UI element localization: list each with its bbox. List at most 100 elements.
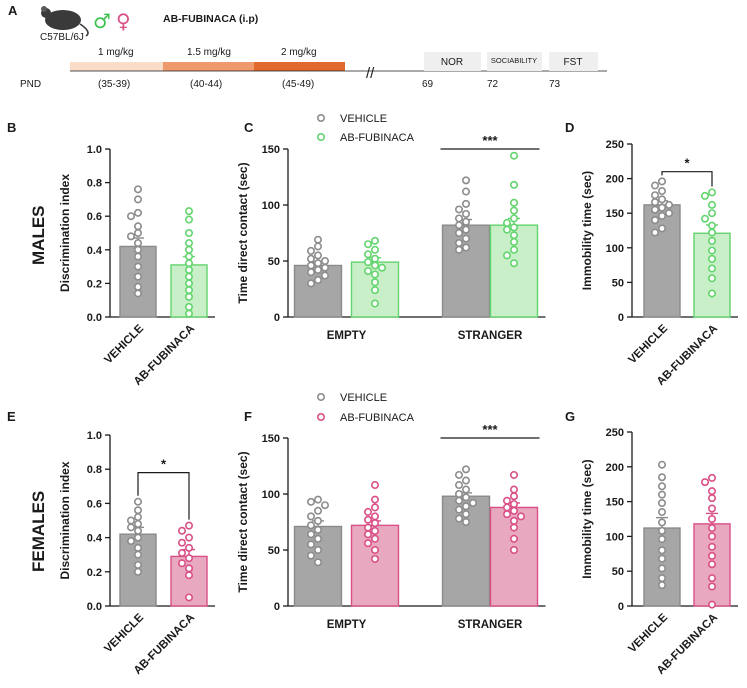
row-label-males: MALES [29, 206, 48, 266]
dose-1-pnd: (35-39) [98, 79, 130, 90]
y-tick-label: 0 [274, 312, 280, 324]
data-point [461, 234, 470, 243]
data-point [370, 299, 379, 308]
data-point [461, 465, 470, 474]
data-point [707, 582, 716, 591]
y-tick-label: 0.0 [87, 601, 102, 613]
data-point [454, 496, 463, 505]
data-point [502, 503, 511, 512]
y-tick-label: 0.4 [87, 533, 103, 545]
data-point [707, 473, 716, 482]
data-point [657, 546, 666, 555]
data-point [454, 229, 463, 238]
data-point [185, 207, 194, 216]
panel-letter-a: A [8, 3, 18, 18]
data-point [509, 500, 518, 509]
data-point [657, 526, 666, 535]
data-point [454, 514, 463, 523]
data-point [461, 176, 470, 185]
y-axis-label: Immobility time (sec) [580, 459, 594, 578]
data-point [461, 217, 470, 226]
data-point [313, 534, 322, 543]
y-tick-label: 0.6 [87, 498, 102, 510]
dose-3-label: 2 mg/kg [281, 47, 317, 58]
data-point [363, 258, 372, 267]
chart-panel-e: Discrimination index 0.0 0.2 0.4 0.6 0.8 1.0 VE… [58, 430, 215, 677]
data-point [185, 593, 194, 602]
chart-panel-c: Time direct contact (sec) 0 50 100 150 EMPTY S… [236, 133, 546, 342]
data-point [657, 187, 666, 196]
y-tick-label: 1.0 [87, 430, 102, 442]
data-point [363, 250, 372, 259]
timeline-break-mark: // [366, 65, 375, 82]
data-point [657, 574, 666, 583]
data-point [707, 246, 716, 255]
y-tick-label: 250 [606, 139, 624, 151]
panel-letter-g: G [565, 409, 575, 424]
data-point [502, 225, 511, 234]
data-point [454, 214, 463, 223]
x-category-label: STRANGER [458, 619, 523, 631]
row-label-females: FEMALES [29, 491, 48, 572]
charts: Discrimination index 0.0 0.2 0.4 0.6 0.8 1.0 VE… [58, 133, 738, 677]
data-point [134, 567, 143, 576]
data-point [363, 539, 372, 548]
y-tick-label: 0.2 [87, 567, 102, 579]
data-point [185, 571, 194, 580]
y-tick-label: 100 [606, 531, 624, 543]
data-point [185, 533, 194, 542]
data-point [502, 218, 511, 227]
data-point [313, 506, 322, 515]
data-point [454, 205, 463, 214]
data-point [185, 554, 194, 563]
data-point [454, 505, 463, 514]
data-point [650, 228, 659, 237]
data-point [313, 525, 322, 534]
y-tick-label: 0.4 [87, 245, 103, 257]
data-point [650, 216, 659, 225]
test-fst-label: FST [564, 57, 583, 68]
data-point [370, 270, 379, 279]
data-point [657, 518, 666, 527]
data-point [320, 263, 329, 272]
data-point [134, 262, 143, 271]
data-point [134, 497, 143, 506]
data-point [134, 550, 143, 559]
data-point [306, 246, 315, 255]
data-point [185, 252, 194, 261]
data-point [657, 211, 666, 220]
y-tick-label: 0.2 [87, 278, 102, 290]
legend-ab-marker [316, 412, 325, 421]
y-tick-label: 150 [606, 208, 624, 220]
data-point [134, 519, 143, 528]
data-point [707, 560, 716, 569]
data-point [306, 521, 315, 530]
y-tick-label: 100 [262, 200, 280, 212]
legend-ab-marker [316, 133, 325, 142]
data-point [454, 245, 463, 254]
data-point [370, 481, 379, 490]
chart-panel-f: Time direct contact (sec) 0 50 100 150 EMPTY S… [236, 422, 546, 631]
y-tick-label: 150 [262, 433, 280, 445]
data-point [700, 191, 709, 200]
y-tick-label: 0.0 [87, 312, 102, 324]
data-point [127, 232, 136, 241]
legend-ab-label: AB-FUBINACA [340, 132, 415, 144]
y-tick-label: 0 [274, 601, 280, 613]
data-point [185, 215, 194, 224]
data-point [461, 502, 470, 511]
data-point [370, 254, 379, 263]
data-point [657, 482, 666, 491]
data-point [707, 209, 716, 218]
data-point [657, 581, 666, 590]
data-point [700, 478, 709, 487]
legend-females: VEHICLE AB-FUBINACA [316, 392, 415, 424]
data-point [370, 519, 379, 528]
data-point [370, 245, 379, 254]
data-point [185, 265, 194, 274]
significance-label: * [161, 457, 167, 472]
data-point [707, 487, 716, 496]
y-tick-label: 50 [612, 277, 624, 289]
data-point [363, 523, 372, 532]
data-point [178, 538, 187, 547]
